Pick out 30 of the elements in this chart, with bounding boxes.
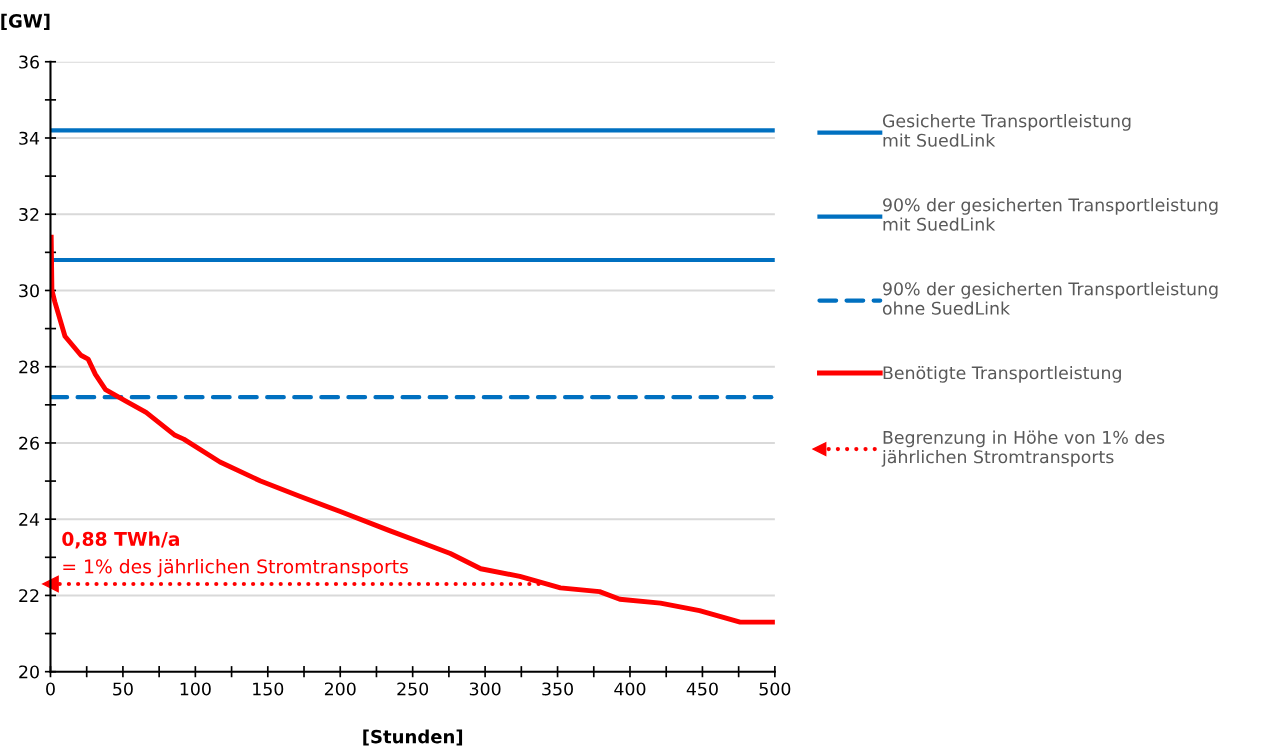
x-tick-label: 500	[759, 682, 791, 696]
x-axis-title: [Stunden]	[363, 729, 463, 746]
x-tick-label: 150	[253, 682, 284, 696]
line-series	[50, 234, 775, 625]
y-tick-label: 22	[19, 589, 39, 603]
legend-label: Gesicherte Transportleistung mit SuedLink	[882, 113, 1131, 147]
y-axis-title: [GW]	[1, 13, 50, 30]
x-tick-label: 250	[397, 682, 429, 696]
x-tick-label: 50	[113, 682, 133, 696]
legend-label: 90% der gesicherten Transportleistung mit SuedLink	[883, 197, 1218, 231]
x-tick-label: 200	[324, 682, 356, 696]
y-tick-label: 36	[19, 55, 39, 69]
y-tick-label: 32	[19, 207, 39, 222]
legend-label: Benötigte Transportleistung	[883, 365, 1121, 383]
y-tick-label: 20	[19, 665, 39, 679]
x-tick-label: 450	[686, 682, 718, 696]
legend-label: Begrenzung in Höhe von 1% des jährlichen Stromtransports	[881, 430, 1165, 467]
y-tick-label: 26	[19, 436, 39, 450]
x-tick-label: 300	[469, 682, 501, 696]
legend-label: 90% der gesicherten Transportleistung ohne SuedLink	[882, 281, 1218, 315]
annotation: 0,88 TWh/a	[62, 531, 179, 549]
y-tick-label: 30	[19, 284, 39, 298]
x-tick-label: 400	[614, 682, 646, 696]
annotation: = 1% des jährlichen Stromtransports	[63, 558, 408, 578]
x-tick-label: 0	[46, 682, 55, 696]
y-tick-label: 24	[19, 512, 40, 526]
x-tick-label: 350	[542, 682, 573, 696]
x-tick-label: 100	[180, 682, 211, 696]
y-tick-label: 28	[19, 360, 39, 374]
y-tick-label: 34	[19, 131, 40, 145]
